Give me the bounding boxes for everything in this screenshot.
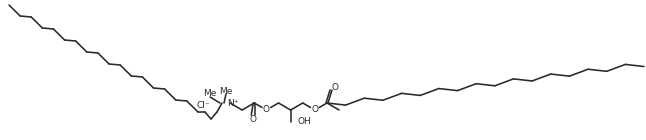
Text: N⁺: N⁺ bbox=[227, 99, 238, 108]
Text: O: O bbox=[250, 116, 256, 124]
Text: Me: Me bbox=[203, 89, 216, 99]
Text: O: O bbox=[311, 106, 318, 115]
Text: O: O bbox=[263, 106, 270, 115]
Text: Me: Me bbox=[219, 87, 233, 95]
Text: Cl⁻: Cl⁻ bbox=[196, 102, 210, 110]
Text: OH: OH bbox=[298, 117, 311, 127]
Text: O: O bbox=[331, 82, 339, 92]
